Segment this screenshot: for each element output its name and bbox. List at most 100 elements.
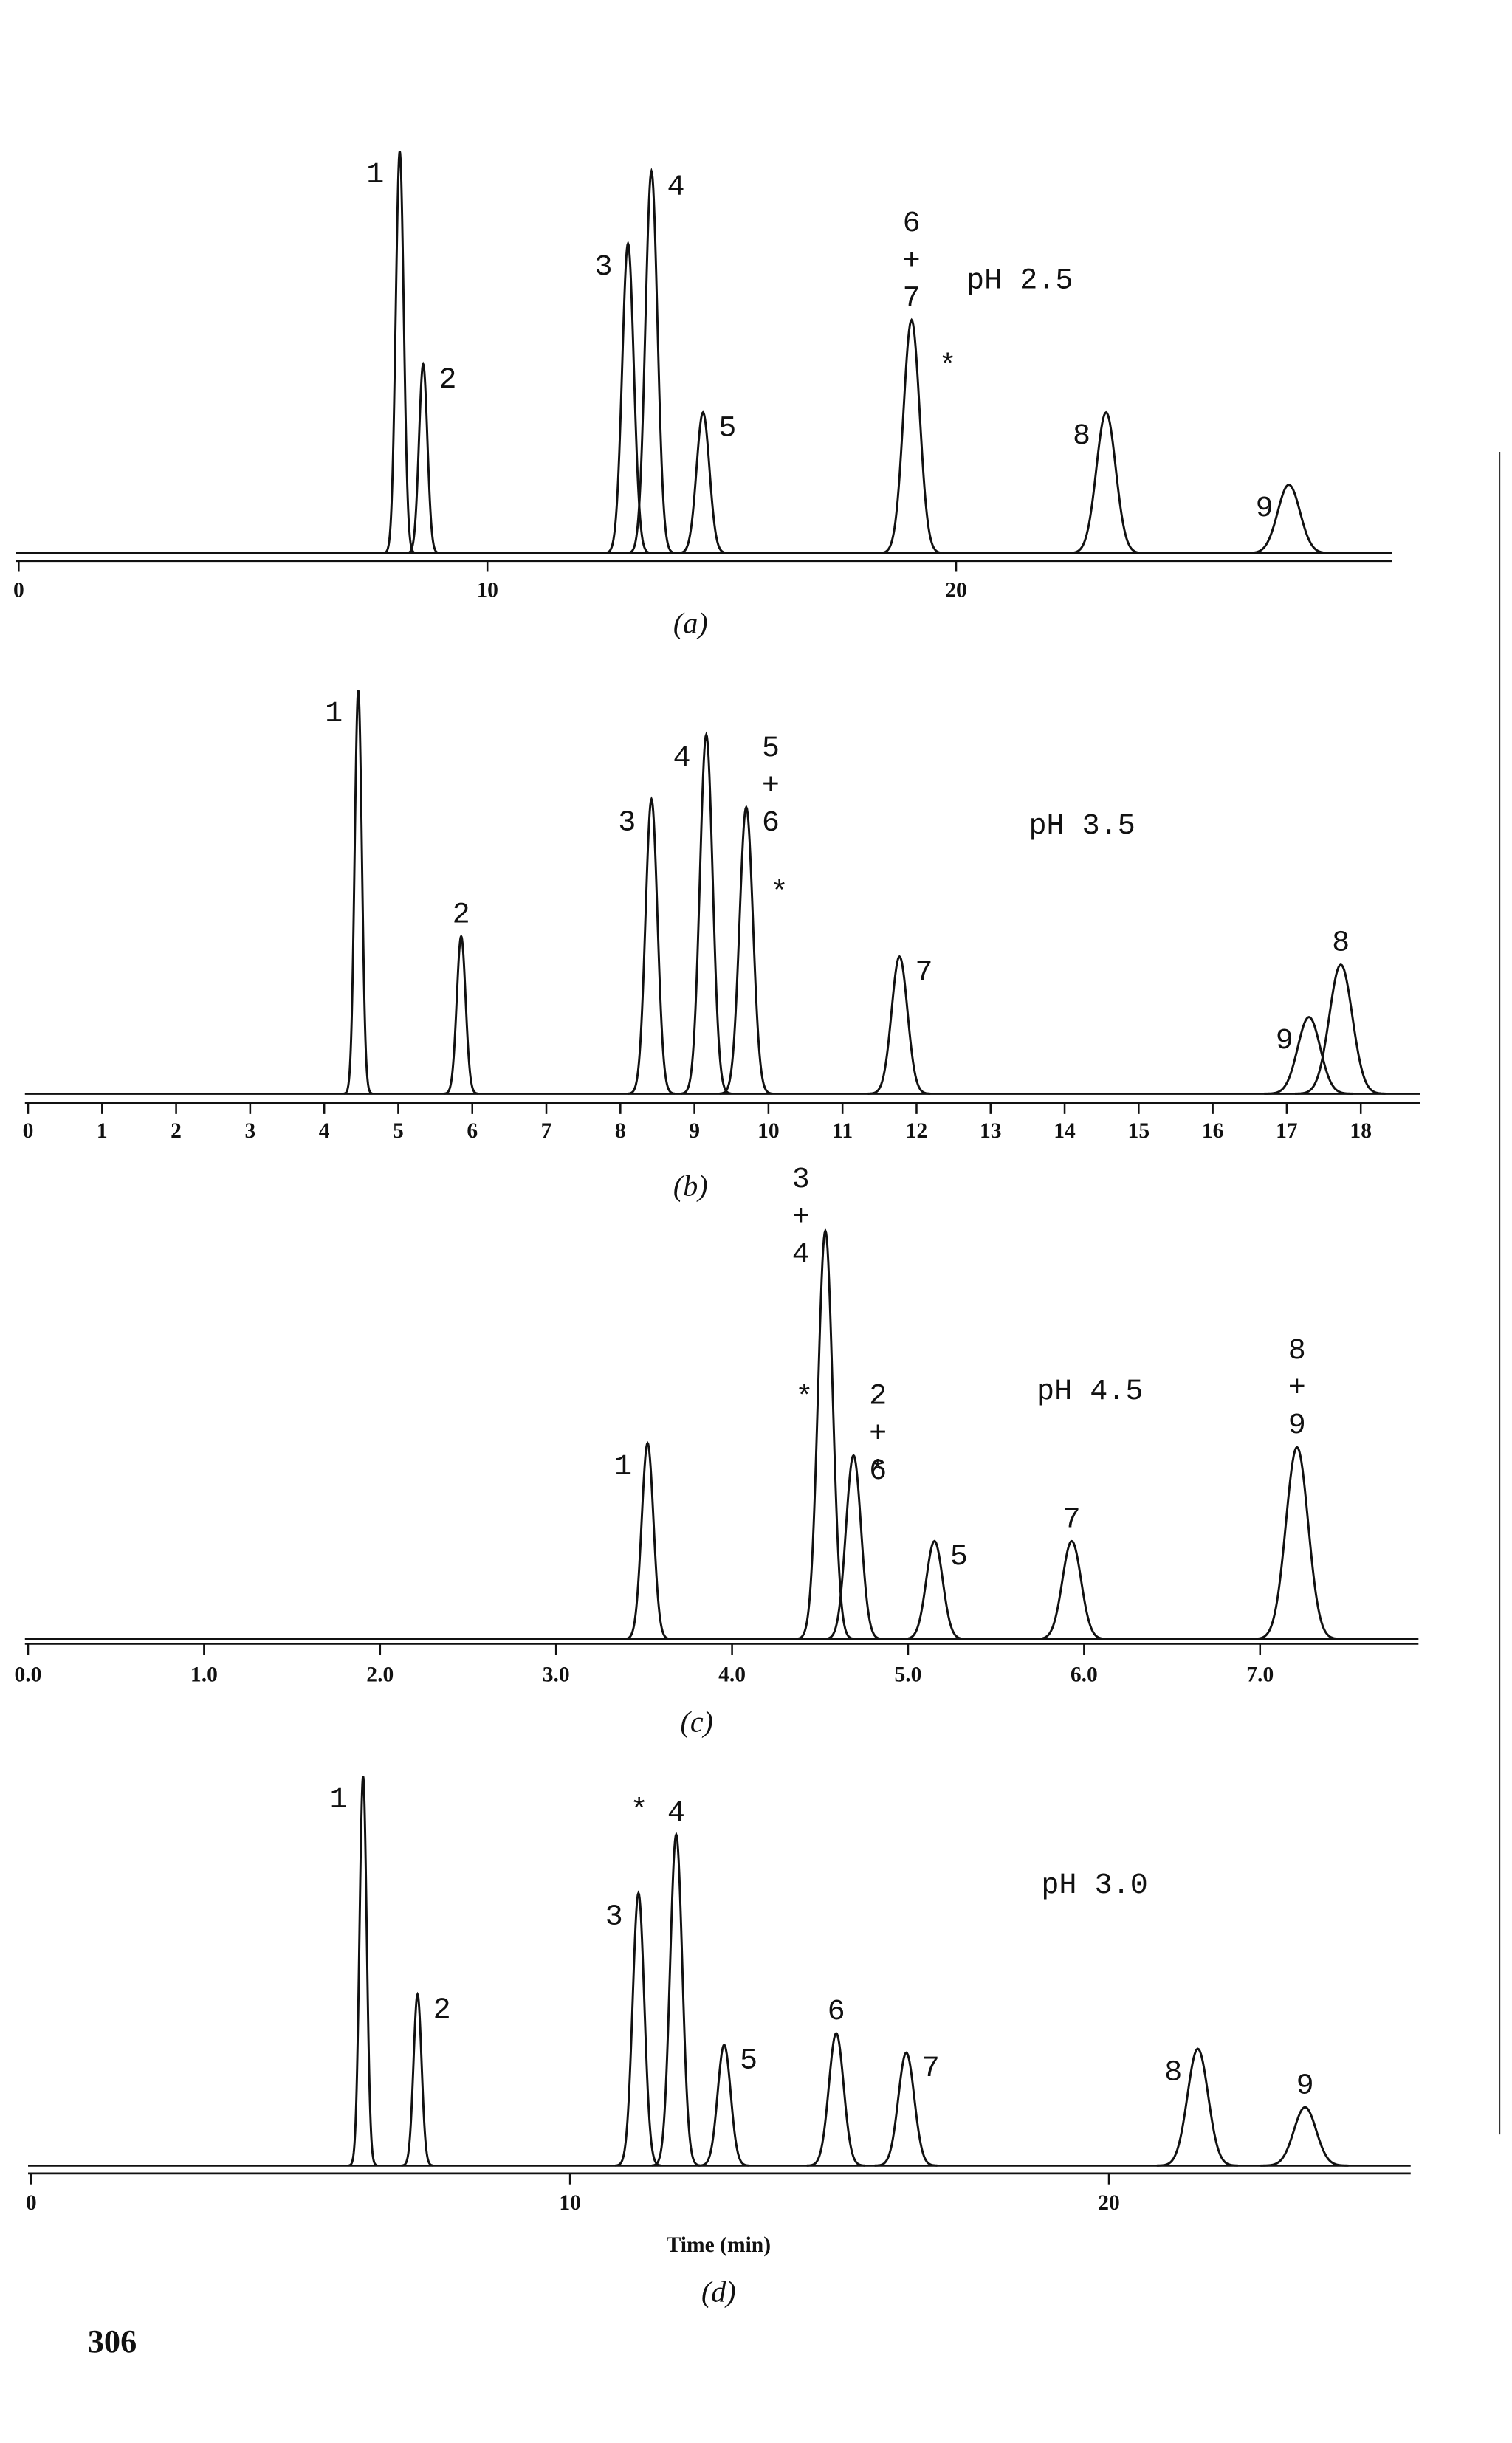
x-tick-label: 12 xyxy=(906,1119,928,1143)
annotation: * xyxy=(869,1457,887,1490)
peak xyxy=(1260,2106,1349,2167)
peak xyxy=(443,934,479,1095)
peak-label: 9 xyxy=(1256,492,1274,526)
peak-label: 3 xyxy=(605,1900,623,1934)
peak-label: 3 xyxy=(594,251,612,284)
peak xyxy=(348,1776,378,2167)
peak xyxy=(343,690,373,1095)
x-tick-label: 7 xyxy=(541,1119,552,1143)
peak-label: 4 xyxy=(792,1238,810,1271)
peak xyxy=(698,2043,750,2167)
x-tick-label: 13 xyxy=(980,1119,1002,1143)
x-tick-label: 4.0 xyxy=(718,1663,746,1687)
peak-label: 6 xyxy=(869,1455,887,1488)
peak xyxy=(1244,484,1333,554)
x-tick-label: 1.0 xyxy=(190,1663,218,1687)
x-tick-label: 0 xyxy=(13,579,24,602)
peak-label: + xyxy=(792,1201,810,1234)
x-tick-label: 7.0 xyxy=(1246,1663,1274,1687)
peak-label: 7 xyxy=(915,956,933,989)
x-tick-label: 16 xyxy=(1202,1119,1224,1143)
x-tick-label: 15 xyxy=(1128,1119,1150,1143)
x-axis-label: Time (min) xyxy=(667,2233,771,2257)
x-tick-label: 5.0 xyxy=(895,1663,922,1687)
x-tick-label: 11 xyxy=(832,1119,853,1143)
peak xyxy=(867,955,931,1095)
peak-label: + xyxy=(762,769,780,803)
x-tick-label: 10 xyxy=(476,579,498,602)
peak-label: 2 xyxy=(453,898,470,932)
x-tick-label: 3 xyxy=(244,1119,255,1143)
x-tick-label: 18 xyxy=(1350,1119,1372,1143)
peak xyxy=(628,796,675,1095)
x-tick-label: 8 xyxy=(615,1119,626,1143)
peak-label: 7 xyxy=(1063,1503,1081,1536)
x-tick-label: 14 xyxy=(1054,1119,1076,1143)
peak xyxy=(605,240,651,554)
x-tick-label: 2 xyxy=(171,1119,182,1143)
page-number: 306 xyxy=(88,2323,137,2360)
annotation: * xyxy=(771,877,788,910)
peak-label: 9 xyxy=(1296,2069,1314,2103)
peak-label: 6 xyxy=(828,1996,845,2029)
peak-label: + xyxy=(869,1418,887,1451)
peak-label: 1 xyxy=(366,159,384,192)
peak-label: 6 xyxy=(762,807,780,840)
peak xyxy=(651,1831,701,2167)
peak-label: 5 xyxy=(718,412,736,445)
peak xyxy=(615,1890,662,2167)
peak-label: 9 xyxy=(1276,1025,1293,1058)
peak-label: 5 xyxy=(950,1541,968,1574)
x-tick-label: 2.0 xyxy=(366,1663,394,1687)
x-tick-label: 6 xyxy=(467,1119,478,1143)
peak-label: 2 xyxy=(439,364,456,397)
peak-label: 1 xyxy=(325,698,343,731)
peak-label: 7 xyxy=(903,282,921,315)
peak-label: 3 xyxy=(792,1164,810,1197)
x-tick-label: 4 xyxy=(319,1119,330,1143)
x-tick-label: 1 xyxy=(97,1119,108,1143)
peak xyxy=(406,361,440,554)
peak-label: 9 xyxy=(1288,1409,1306,1443)
peak-label: + xyxy=(1288,1372,1306,1406)
x-tick-label: 20 xyxy=(945,579,967,602)
peak xyxy=(627,168,676,554)
peak-label: 4 xyxy=(673,742,690,775)
peak xyxy=(1067,410,1144,554)
peak xyxy=(806,2032,865,2167)
peak xyxy=(879,317,944,554)
peak-label: 2 xyxy=(869,1381,887,1414)
peak xyxy=(1264,1016,1353,1095)
peak-label: + xyxy=(903,245,921,278)
peak-label: 1 xyxy=(614,1451,632,1484)
peak xyxy=(796,1227,854,1640)
peak xyxy=(719,804,773,1095)
peak-label: 8 xyxy=(1288,1335,1306,1368)
peak xyxy=(1252,1446,1341,1640)
peak xyxy=(901,1539,967,1640)
x-tick-label: 10 xyxy=(559,2191,581,2215)
x-tick-label: 20 xyxy=(1098,2191,1120,2215)
x-tick-label: 0 xyxy=(26,2191,37,2215)
peak-label: 3 xyxy=(618,807,636,840)
panel-title: pH 3.5 xyxy=(1028,810,1135,843)
peak xyxy=(1034,1539,1108,1640)
peak xyxy=(677,410,729,554)
peak-label: 2 xyxy=(433,1994,451,2027)
peak xyxy=(1156,2047,1238,2167)
panel-title: pH 4.5 xyxy=(1037,1375,1143,1409)
peak xyxy=(383,151,416,554)
panel-title: pH 2.5 xyxy=(966,264,1073,298)
peak xyxy=(624,1440,671,1640)
peak-label: 4 xyxy=(667,171,684,205)
panel-title: pH 3.0 xyxy=(1041,1869,1147,1903)
peak-label: 8 xyxy=(1332,927,1350,961)
panel-caption: (d) xyxy=(701,2275,736,2309)
peak-label: 6 xyxy=(903,207,921,241)
x-tick-label: 5 xyxy=(393,1119,404,1143)
x-tick-label: 17 xyxy=(1276,1119,1298,1143)
panel-caption: (c) xyxy=(681,1705,714,1738)
panel-caption: (b) xyxy=(673,1169,708,1202)
peak xyxy=(681,731,732,1095)
